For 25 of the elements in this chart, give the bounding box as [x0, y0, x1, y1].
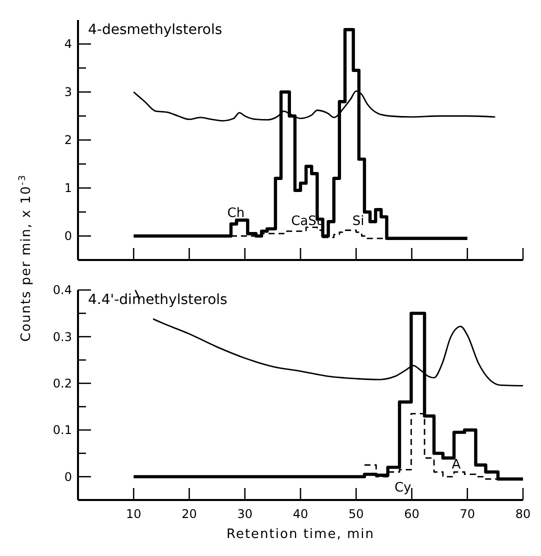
annotation: Si [352, 214, 364, 230]
x-tick-label: 30 [237, 507, 253, 521]
y-tick-label: 0.2 [52, 376, 72, 391]
y-tick-label: 2 [64, 133, 72, 148]
y-tick-label: 0.1 [52, 423, 72, 438]
chart-title: 4-desmethylsterols [88, 22, 222, 38]
y-tick-label: 0.3 [52, 330, 72, 344]
y-tick-label: 1 [64, 181, 72, 196]
chart-title: 4.4'-dimethylsterols [88, 292, 228, 308]
x-tick-label: 40 [292, 507, 308, 521]
x-tick-label: 10 [126, 507, 142, 521]
y-tick-label: 4 [64, 37, 72, 52]
annotation: Ch [227, 206, 245, 221]
y-tick-label: 0 [64, 470, 72, 484]
annotation: A [452, 458, 461, 472]
x-axis-title: Retention time, min [226, 527, 374, 542]
x-tick-label: 20 [182, 507, 197, 521]
y-tick-label: 0.4 [52, 283, 72, 298]
x-tick-label: 60 [404, 507, 420, 521]
x-tick-label: 70 [460, 507, 476, 521]
y-tick-label: 0 [64, 229, 72, 244]
annotation: Cy [394, 480, 412, 496]
x-tick-label: 50 [348, 507, 364, 521]
x-tick-label: 80 [515, 507, 531, 521]
y-tick-label: 3 [64, 85, 72, 100]
